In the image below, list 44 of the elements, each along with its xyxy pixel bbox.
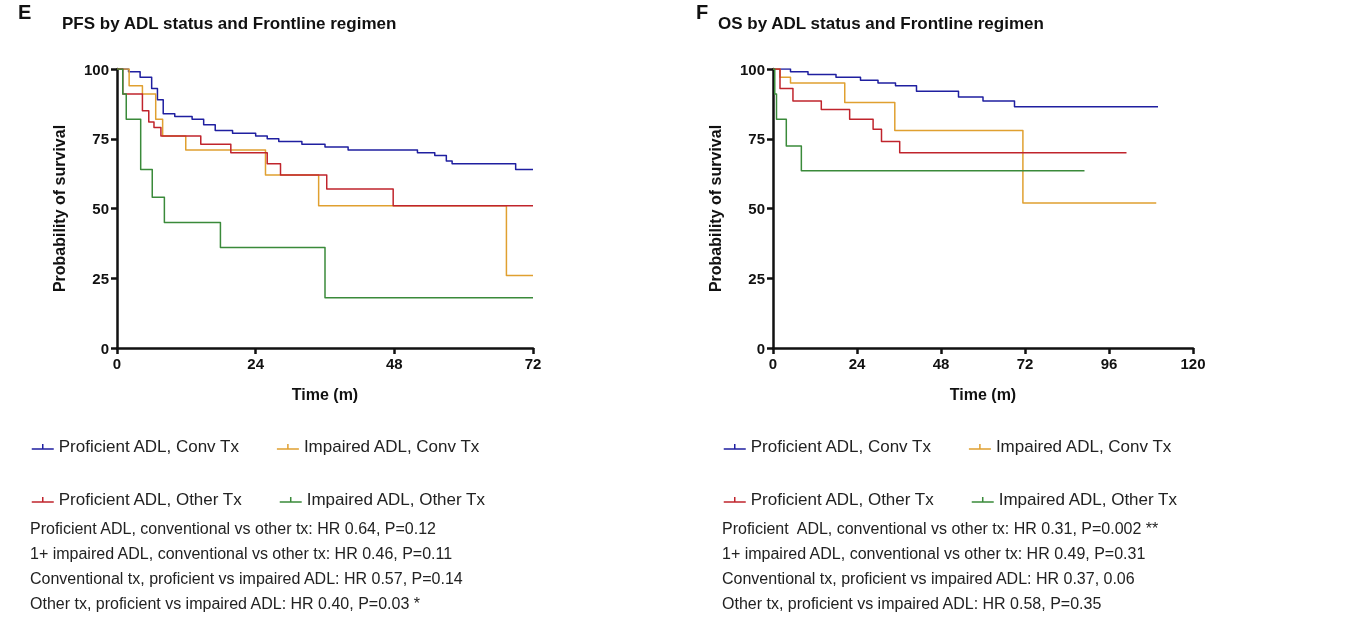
x-tick-label: 0 bbox=[768, 355, 778, 372]
y-tick-label: 25 bbox=[748, 269, 765, 287]
chart-title: OS by ADL status and Frontline regimen bbox=[718, 14, 1044, 33]
legend-label: Impaired ADL, Conv Tx bbox=[303, 437, 480, 456]
y-tick-label: 0 bbox=[100, 339, 109, 357]
text: Proficient ADL, conventional vs other tx: HR 0.64, P=0.12 bbox=[30, 519, 437, 537]
y-tick-label: 100 bbox=[83, 60, 109, 78]
y-tick-label: 100 bbox=[739, 60, 765, 78]
legend-label: Proficient ADL, Conv Tx bbox=[58, 437, 240, 456]
x-axis-title: Time (m) bbox=[949, 385, 1017, 403]
x-axis-title: Time (m) bbox=[291, 385, 359, 403]
text: Other tx, proficient vs impaired ADL: HR 0.40, P=0.03 * bbox=[30, 594, 420, 612]
y-tick-label: 50 bbox=[92, 200, 109, 217]
text: Conventional tx, proficient vs impaired ADL: HR 0.37, 0.06 bbox=[722, 569, 1135, 587]
x-tick-label: 120 bbox=[1180, 355, 1206, 372]
legend-label: Proficient ADL, Other Tx bbox=[58, 490, 243, 509]
text: 1+ impaired ADL, conventional vs other tx: HR 0.46, P=0.11 bbox=[30, 544, 453, 562]
x-tick-label: 48 bbox=[385, 355, 403, 372]
text: E bbox=[18, 1, 32, 23]
text: Conventional tx, proficient vs impaired ADL: HR 0.57, P=0.14 bbox=[30, 569, 463, 587]
legend-label: Proficient ADL, Conv Tx bbox=[750, 437, 932, 456]
text: 1+ impaired ADL, conventional vs other tx: HR 0.49, P=0.31 bbox=[722, 544, 1146, 562]
y-axis-title: Probability of survival bbox=[50, 124, 68, 293]
x-tick-label: 48 bbox=[932, 355, 950, 372]
x-tick-label: 24 bbox=[848, 355, 866, 372]
y-tick-label: 75 bbox=[92, 130, 109, 148]
y-tick-label: 75 bbox=[748, 130, 765, 148]
text: Other tx, proficient vs impaired ADL: HR 0.58, P=0.35 bbox=[722, 594, 1102, 612]
x-tick-label: 0 bbox=[112, 355, 122, 372]
legend-label: Impaired ADL, Other Tx bbox=[998, 490, 1178, 509]
y-tick-label: 50 bbox=[748, 200, 765, 217]
legend-label: Impaired ADL, Other Tx bbox=[306, 490, 486, 509]
x-tick-label: 96 bbox=[1100, 355, 1118, 372]
y-tick-label: 0 bbox=[756, 339, 765, 357]
text: F bbox=[696, 1, 709, 23]
x-tick-label: 72 bbox=[524, 355, 542, 372]
text: Proficient ADL, conventional vs other tx: HR 0.31, P=0.002 ** bbox=[722, 519, 1159, 537]
legend-label: Impaired ADL, Conv Tx bbox=[995, 437, 1172, 456]
legend-label: Proficient ADL, Other Tx bbox=[750, 490, 935, 509]
x-tick-label: 72 bbox=[1016, 355, 1034, 372]
y-tick-label: 25 bbox=[92, 269, 109, 287]
y-axis-title: Probability of survival bbox=[706, 124, 724, 293]
chart-title: PFS by ADL status and Frontline regimen bbox=[62, 14, 397, 33]
x-tick-label: 24 bbox=[247, 355, 265, 372]
